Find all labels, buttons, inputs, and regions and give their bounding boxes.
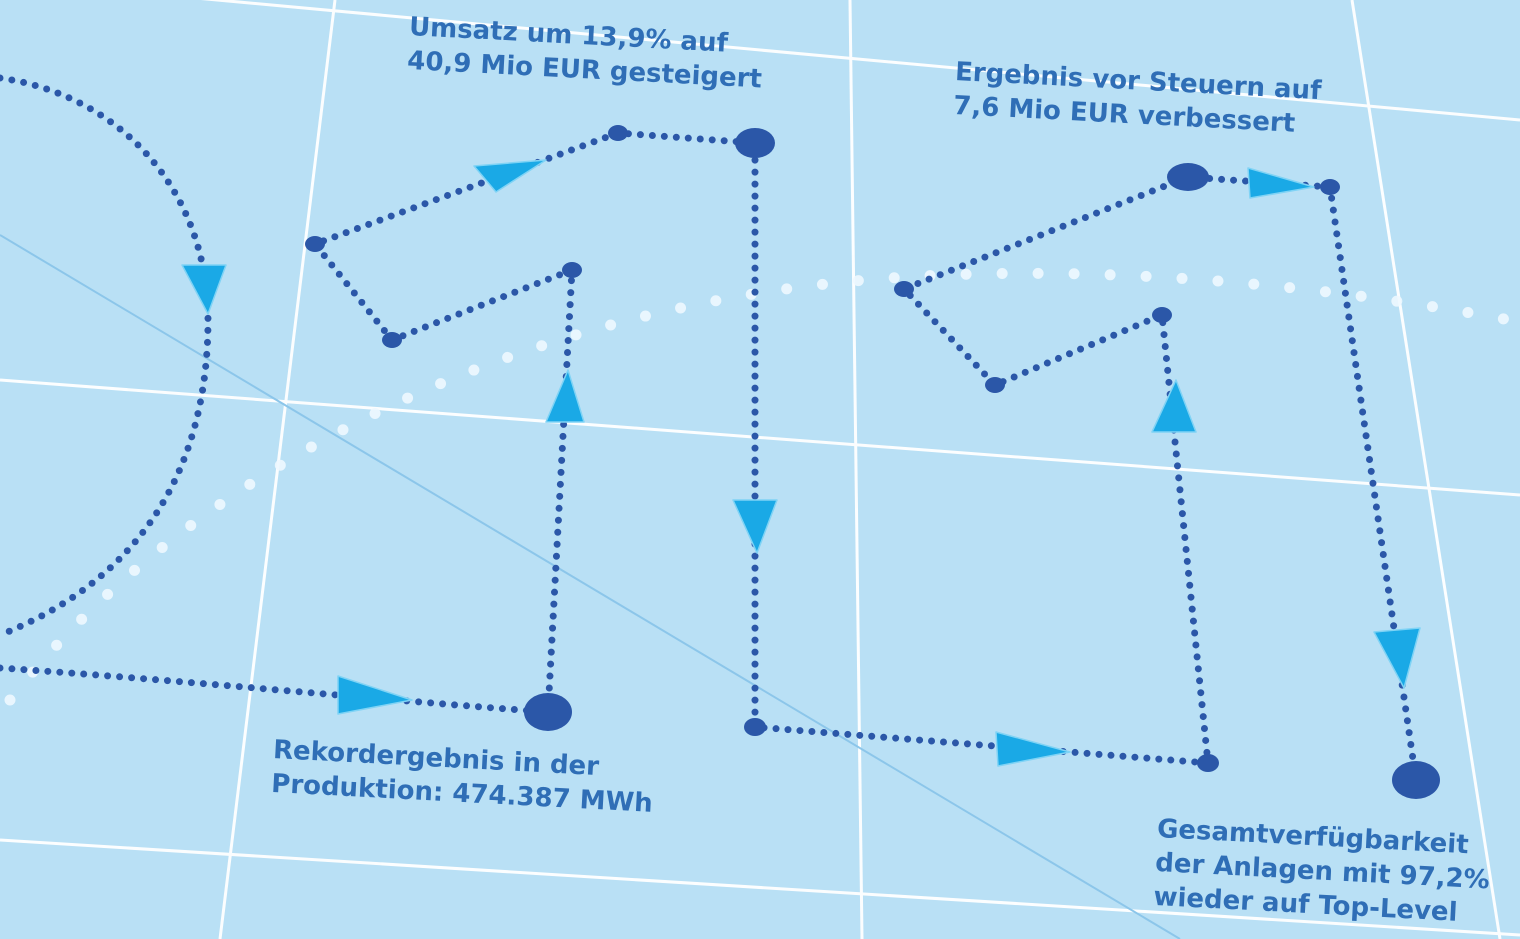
milestone-node [1392,761,1440,799]
availability-label: Gesamtverfügbarkeit der Anlagen mit 97,2… [1153,812,1493,931]
path-node [744,718,766,736]
route [0,74,1420,784]
route-segment-2 [0,74,212,639]
arrow-right-icon [1247,167,1315,199]
arrow-up-icon [1151,379,1197,433]
path-node [1152,307,1172,323]
arrow-right-icon [995,731,1071,767]
arrow-down-icon [1373,627,1421,689]
grid-line [0,838,1520,937]
path-node [608,125,628,141]
grid-line [848,0,864,939]
background-dotted-arc [4,267,1520,706]
grid-line [200,0,1520,122]
route-segment-1 [309,129,1420,784]
milestone-node [735,128,775,158]
arrow-up-icon [545,369,585,423]
path-node [562,262,582,278]
route-segment-0 [0,664,552,716]
arrow-right-icon [473,159,547,193]
arrow-right-icon [337,675,413,715]
path-node [894,281,914,297]
grid-line [0,378,1520,497]
grid-diagonal [0,234,1181,939]
milestone-node [1167,163,1209,191]
path-node [305,236,325,252]
arrow-down-icon [732,499,778,554]
arrows [181,159,1421,767]
path-node [985,377,1005,393]
path-node [382,332,402,348]
path-node [1320,179,1340,195]
grid-line [1350,0,1502,939]
milestone-node [524,693,572,731]
arrow-down-icon [181,264,227,315]
nodes [305,125,1440,799]
path-node [1197,754,1219,772]
